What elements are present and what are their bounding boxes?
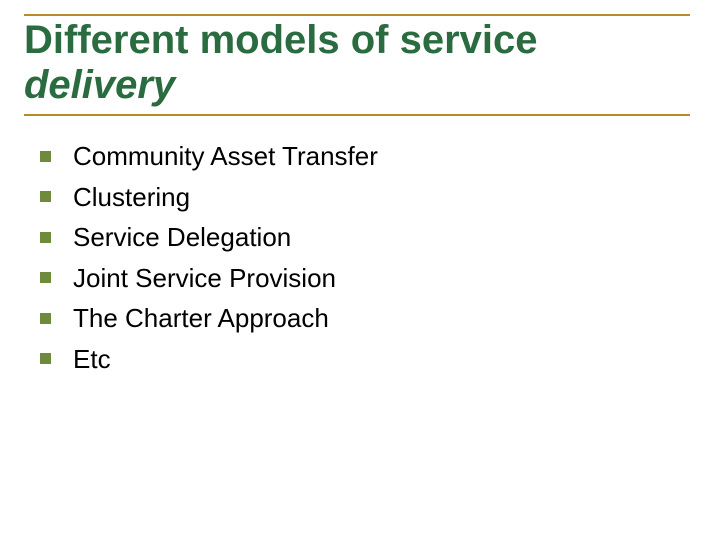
list-item: Service Delegation xyxy=(40,221,680,254)
square-bullet-icon xyxy=(40,191,51,202)
title-rule-bottom xyxy=(24,114,690,116)
bullet-text: Joint Service Provision xyxy=(73,262,336,295)
bullet-text: Service Delegation xyxy=(73,221,291,254)
slide: Different models of service delivery Com… xyxy=(0,0,720,540)
title-line-2: delivery xyxy=(24,63,690,108)
bullet-text: Community Asset Transfer xyxy=(73,140,378,173)
body-content: Community Asset Transfer Clustering Serv… xyxy=(40,140,680,383)
list-item: Etc xyxy=(40,343,680,376)
list-item: The Charter Approach xyxy=(40,302,680,335)
square-bullet-icon xyxy=(40,313,51,324)
list-item: Clustering xyxy=(40,181,680,214)
list-item: Community Asset Transfer xyxy=(40,140,680,173)
list-item: Joint Service Provision xyxy=(40,262,680,295)
square-bullet-icon xyxy=(40,151,51,162)
bullet-text: Clustering xyxy=(73,181,190,214)
square-bullet-icon xyxy=(40,232,51,243)
title-block: Different models of service delivery xyxy=(24,14,690,116)
bullet-text: Etc xyxy=(73,343,111,376)
slide-title: Different models of service delivery xyxy=(24,16,690,108)
bullet-text: The Charter Approach xyxy=(73,302,329,335)
title-line-1: Different models of service xyxy=(24,18,690,63)
square-bullet-icon xyxy=(40,353,51,364)
bullet-list: Community Asset Transfer Clustering Serv… xyxy=(40,140,680,375)
square-bullet-picon xyxy=(40,272,51,283)
